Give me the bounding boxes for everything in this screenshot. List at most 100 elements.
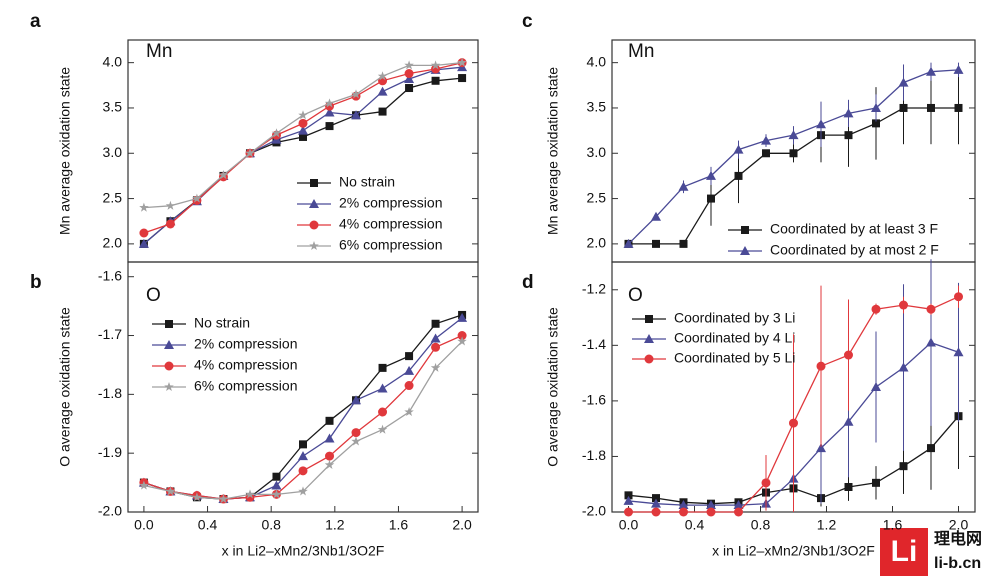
x-tick-label: 0.0 xyxy=(134,517,154,533)
annotation: O xyxy=(146,285,161,306)
marker xyxy=(926,444,935,453)
marker xyxy=(816,443,827,453)
y-tick-label: -1.8 xyxy=(582,447,606,463)
marker xyxy=(298,451,308,461)
marker xyxy=(165,320,173,328)
marker xyxy=(405,352,414,361)
marker xyxy=(733,144,744,154)
marker xyxy=(734,507,744,517)
y-axis-label: O average oxidation state xyxy=(57,307,73,467)
marker xyxy=(404,60,414,70)
marker xyxy=(325,416,334,425)
y-tick-label: 3.5 xyxy=(587,99,607,115)
marker xyxy=(788,130,799,140)
panel-label: b xyxy=(30,272,42,293)
x-tick-label: 0.8 xyxy=(751,517,771,533)
marker xyxy=(430,60,441,70)
y-tick-label: 2.5 xyxy=(587,189,607,205)
logo-box xyxy=(880,528,928,576)
marker xyxy=(351,436,361,446)
x-tick-label: 2.0 xyxy=(949,517,969,533)
marker xyxy=(458,74,467,83)
marker xyxy=(760,135,771,145)
marker xyxy=(953,64,964,74)
marker xyxy=(404,407,414,416)
panel-label: d xyxy=(522,272,534,293)
marker xyxy=(816,119,827,129)
marker xyxy=(953,347,964,357)
marker xyxy=(954,103,963,112)
marker xyxy=(351,428,361,438)
marker xyxy=(925,66,936,76)
marker xyxy=(298,466,308,476)
legend-label: Coordinated by at least 3 F xyxy=(770,221,938,237)
marker xyxy=(377,71,388,81)
marker xyxy=(816,361,826,371)
marker xyxy=(733,500,744,510)
marker xyxy=(324,98,335,108)
marker xyxy=(925,337,936,347)
marker xyxy=(164,361,174,371)
marker xyxy=(310,179,318,187)
legend-label: 2% compression xyxy=(339,195,443,211)
marker xyxy=(218,494,229,504)
marker xyxy=(218,170,229,180)
marker xyxy=(706,500,716,510)
marker xyxy=(926,103,935,112)
y-tick-label: -2.0 xyxy=(98,503,122,519)
marker xyxy=(378,407,388,417)
marker xyxy=(298,118,308,128)
marker xyxy=(165,219,175,229)
marker xyxy=(138,238,149,248)
legend-label: No strain xyxy=(194,315,250,331)
marker xyxy=(139,202,149,212)
marker xyxy=(651,498,662,508)
annotation: O xyxy=(628,285,643,306)
marker xyxy=(843,350,853,360)
legend-label: No strain xyxy=(339,174,395,190)
marker xyxy=(706,507,716,517)
marker xyxy=(139,480,149,490)
marker xyxy=(325,451,335,461)
annotation: Mn xyxy=(146,41,172,62)
y-axis-label: Mn average oxidation state xyxy=(545,67,561,235)
marker xyxy=(623,495,634,505)
legend-label: 6% compression xyxy=(194,378,298,394)
marker xyxy=(431,76,440,85)
annotation: Mn xyxy=(628,41,654,62)
marker xyxy=(623,238,634,248)
marker xyxy=(324,433,335,443)
x-axis-label: x in Li2–xMn2/3Nb1/3O2F xyxy=(712,543,875,559)
marker xyxy=(272,472,281,481)
marker xyxy=(404,365,415,375)
y-tick-label: -1.6 xyxy=(582,392,606,408)
marker xyxy=(430,333,441,343)
marker xyxy=(309,241,319,250)
marker xyxy=(644,354,654,364)
y-axis-label: Mn average oxidation state xyxy=(57,67,73,235)
marker xyxy=(843,416,854,426)
marker xyxy=(457,57,467,67)
marker xyxy=(899,103,908,112)
marker xyxy=(843,108,854,118)
marker xyxy=(871,382,881,391)
marker xyxy=(404,381,414,391)
marker xyxy=(431,342,441,352)
marker xyxy=(298,125,308,135)
y-tick-label: -1.4 xyxy=(582,336,606,352)
marker xyxy=(351,395,362,405)
marker xyxy=(706,170,716,180)
marker xyxy=(872,478,880,487)
marker xyxy=(165,200,176,210)
marker xyxy=(192,492,202,502)
watermark-name: 理电网 xyxy=(934,529,982,548)
x-tick-label: 1.6 xyxy=(389,517,409,533)
legend-label: 6% compression xyxy=(339,237,443,253)
marker xyxy=(309,220,319,230)
legend-label: Coordinated by 3 Li xyxy=(674,310,795,326)
marker xyxy=(898,77,909,87)
y-tick-label: 3.0 xyxy=(587,144,607,160)
marker xyxy=(404,73,415,83)
marker xyxy=(378,107,387,116)
marker xyxy=(844,131,853,140)
